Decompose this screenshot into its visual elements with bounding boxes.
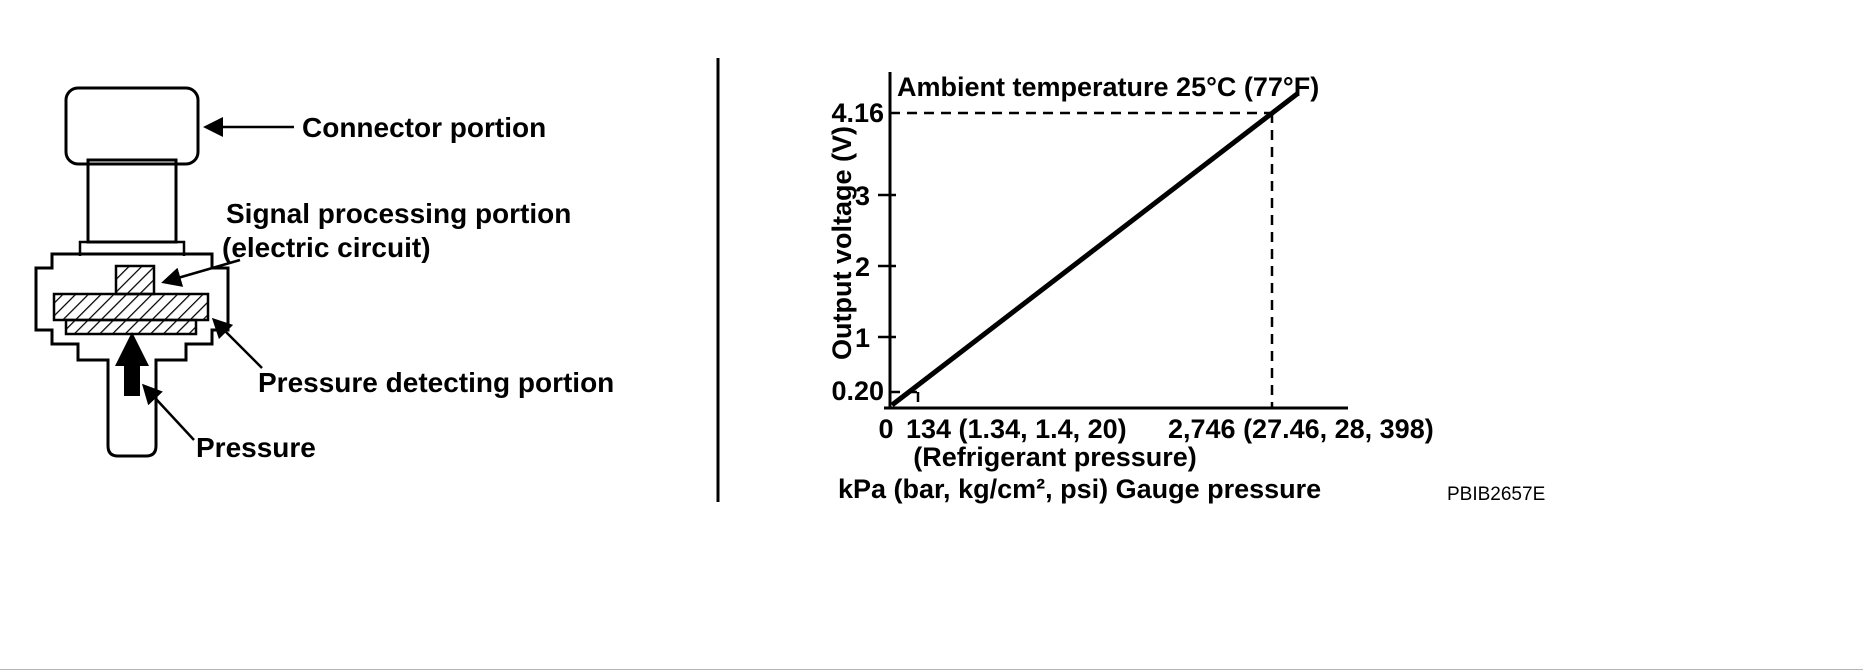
seal-bar bbox=[64, 318, 198, 336]
y-axis-label: Output voltage (V) bbox=[827, 126, 857, 360]
x-tick-label-0: 0 bbox=[878, 414, 893, 444]
signal-processing-box bbox=[114, 264, 156, 296]
x-tick-label-2746: 2,746 (27.46, 28, 398) bbox=[1168, 414, 1434, 444]
pressure-detecting-bar bbox=[52, 292, 210, 322]
y-tick-label-2: 2 bbox=[855, 252, 870, 282]
y-tick-label-3: 3 bbox=[855, 181, 870, 211]
label-signal-processing-line2: (electric circuit) bbox=[222, 232, 431, 263]
neck-collar-outline bbox=[78, 240, 186, 256]
sensor-schematic: Connector portion Signal processing port… bbox=[34, 86, 614, 463]
x-tick-label-134: 134 (1.34, 1.4, 20) bbox=[906, 414, 1127, 444]
sensor-body-outline bbox=[34, 252, 230, 458]
label-signal-processing-line1: Signal processing portion bbox=[226, 198, 571, 229]
connector-cap-outline bbox=[64, 86, 200, 166]
leader-pressure bbox=[141, 383, 195, 441]
x-axis-note: (Refrigerant pressure) bbox=[913, 442, 1197, 472]
figure-code: PBIB2657E bbox=[1447, 484, 1545, 505]
y-tick-label-1: 1 bbox=[855, 323, 870, 353]
y-tick-label-020: 0.20 bbox=[831, 376, 884, 406]
label-connector-portion: Connector portion bbox=[302, 112, 546, 143]
label-pressure: Pressure bbox=[196, 432, 316, 463]
output-voltage-line bbox=[890, 92, 1299, 407]
leader-signal-processing bbox=[161, 258, 241, 287]
connector-neck-outline bbox=[86, 158, 178, 244]
pressure-voltage-chart: Ambient temperature 25°C (77°F) Output v… bbox=[827, 72, 1434, 504]
pressure-direction-arrow-icon bbox=[115, 332, 149, 366]
chart-title: Ambient temperature 25°C (77°F) bbox=[897, 72, 1319, 102]
label-pressure-detecting: Pressure detecting portion bbox=[258, 367, 614, 398]
leader-pressure-detecting bbox=[211, 317, 263, 369]
pressure-direction-arrow-shaft bbox=[124, 364, 140, 396]
x-axis-label: kPa (bar, kg/cm², psi) Gauge pressure bbox=[838, 474, 1321, 504]
y-tick-label-416: 4.16 bbox=[831, 98, 884, 128]
